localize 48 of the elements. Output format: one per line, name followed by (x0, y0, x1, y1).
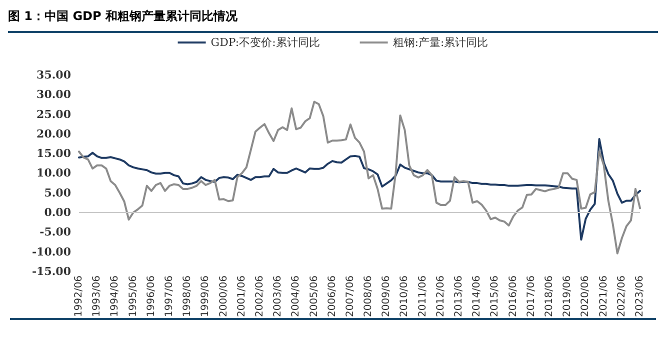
x-tick-label: 1994/06 (110, 275, 121, 318)
x-tick-label: 2016/06 (508, 275, 519, 318)
x-tick-label: 2014/06 (472, 275, 483, 318)
x-tick-label: 2022/06 (616, 275, 628, 318)
y-tick-label: 5.00 (44, 186, 72, 200)
x-tick-label: 2008/06 (363, 275, 374, 318)
x-tick-label: 2018/06 (544, 275, 556, 318)
x-tick-label: 2021/06 (598, 275, 610, 318)
x-tick-label: 2015/06 (490, 275, 501, 318)
x-tick-label: 2002/06 (254, 275, 266, 318)
x-tick-label: 2004/06 (290, 275, 302, 318)
line-series (78, 138, 641, 241)
x-tick-label: 1996/06 (146, 275, 157, 318)
x-tick-label: 2005/06 (308, 275, 320, 318)
y-tick-label: 25.00 (36, 108, 72, 121)
y-tick-label: 0.00 (44, 206, 72, 220)
legend-label: 粗钢:产量:累计同比 (392, 36, 488, 49)
y-tick-label: 15.00 (36, 147, 72, 160)
x-tick-label: 2007/06 (344, 275, 356, 318)
x-tick-label: 1992/06 (74, 275, 84, 318)
y-tick-label: 35.00 (36, 68, 72, 82)
x-tick-label: 2017/06 (526, 275, 537, 318)
x-tick-label: 1993/06 (92, 275, 103, 318)
x-tick-label: 2023/06 (634, 275, 646, 318)
x-tick-label: 2009/06 (381, 275, 392, 318)
x-tick-label: 1995/06 (128, 275, 139, 318)
y-tick-label: 10.00 (36, 166, 72, 180)
y-tick-label: -5.00 (40, 226, 72, 239)
x-tick-label: 2010/06 (399, 275, 410, 318)
y-tick-label: 30.00 (36, 88, 72, 102)
line-series (78, 100, 641, 254)
y-tick-label: -10.00 (32, 245, 72, 258)
x-tick-label: 2012/06 (435, 275, 446, 318)
x-tick-label: 2019/06 (562, 275, 574, 318)
x-tick-label: 2020/06 (580, 275, 592, 318)
x-tick-label: 2003/06 (272, 275, 284, 318)
x-tick-label: 1999/06 (200, 275, 212, 318)
x-tick-label: 2000/06 (218, 275, 230, 318)
x-tick-label: 1997/06 (164, 275, 175, 318)
chart-title: 图 1：中国 GDP 和粗钢产量累计同比情况 (8, 8, 658, 33)
x-tick-label: 2013/06 (454, 275, 465, 318)
x-tick-label: 2011/06 (417, 275, 428, 318)
y-tick-label: -15.00 (32, 264, 72, 278)
y-tick-label: 20.00 (36, 127, 72, 140)
x-tick-label: 2006/06 (326, 275, 338, 318)
x-tick-label: 1998/06 (182, 275, 194, 318)
legend-label: GDP:不变价:累计同比 (210, 36, 320, 49)
x-tick-label: 2001/06 (236, 275, 248, 318)
